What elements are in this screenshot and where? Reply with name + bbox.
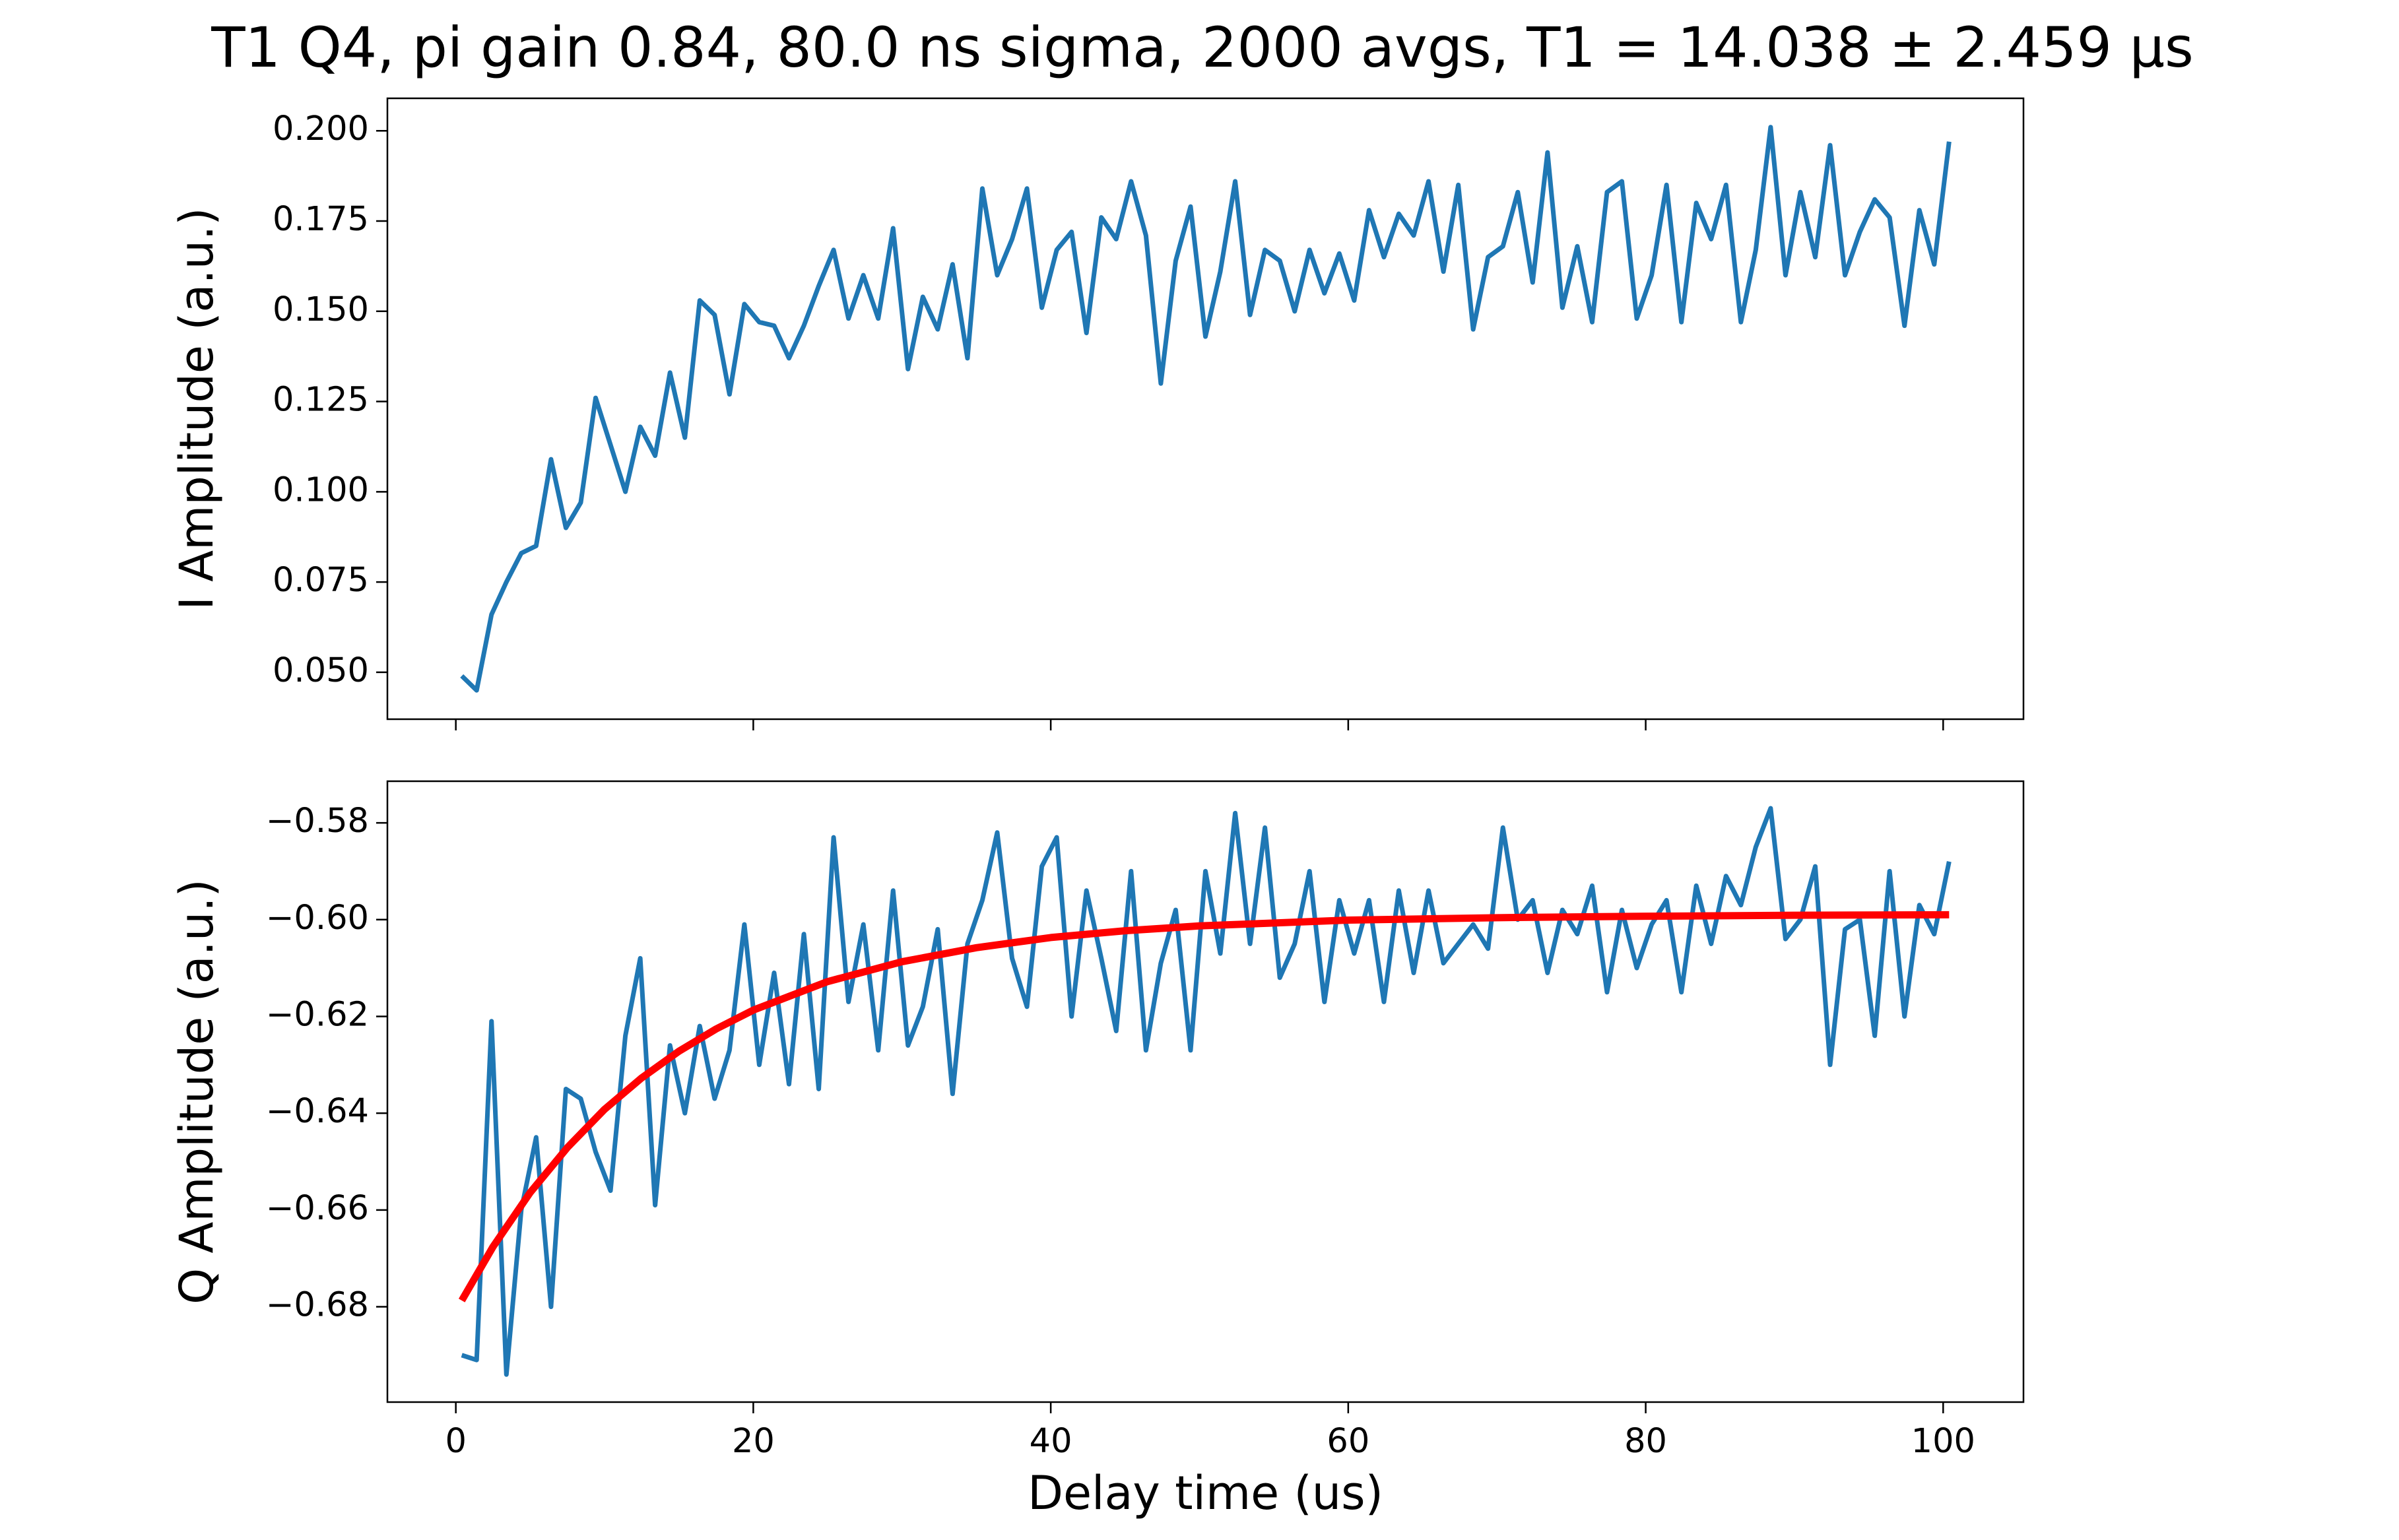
x-tick-label: 0 bbox=[445, 1422, 466, 1461]
x-axis-label: Delay time (us) bbox=[1028, 1466, 1383, 1520]
axes-frame bbox=[386, 97, 2025, 721]
y-tick-label: 0.150 bbox=[273, 290, 369, 329]
y-tick-label: −0.68 bbox=[266, 1286, 369, 1325]
data-line bbox=[461, 806, 1952, 1377]
y-tick-label: −0.58 bbox=[266, 802, 369, 841]
x-tick-label: 60 bbox=[1327, 1422, 1369, 1461]
y-tick-label: −0.66 bbox=[266, 1189, 369, 1228]
y-tick-label: −0.62 bbox=[266, 995, 369, 1034]
axes-frame bbox=[386, 780, 2025, 1403]
y-tick-label: 0.175 bbox=[273, 200, 369, 239]
x-tick-label: 100 bbox=[1911, 1422, 1975, 1461]
y-axis-label: I Amplitude (a.u.) bbox=[170, 207, 224, 610]
data-line bbox=[458, 911, 1950, 1302]
y-axis-label: Q Amplitude (a.u.) bbox=[170, 879, 224, 1304]
figure-title: T1 Q4, pi gain 0.84, 80.0 ns sigma, 2000… bbox=[211, 15, 2194, 80]
y-tick-label: 0.075 bbox=[273, 561, 369, 600]
x-tick-label: 80 bbox=[1624, 1422, 1667, 1461]
y-tick-label: 0.200 bbox=[273, 110, 369, 148]
y-tick-label: −0.60 bbox=[266, 899, 369, 938]
y-tick-label: 0.050 bbox=[273, 651, 369, 690]
y-tick-label: 0.100 bbox=[273, 470, 369, 509]
data-line bbox=[460, 125, 1952, 693]
x-tick-label: 20 bbox=[732, 1422, 775, 1461]
y-tick-label: −0.64 bbox=[266, 1092, 369, 1131]
x-tick-label: 40 bbox=[1030, 1422, 1072, 1461]
y-tick-label: 0.125 bbox=[273, 381, 369, 420]
